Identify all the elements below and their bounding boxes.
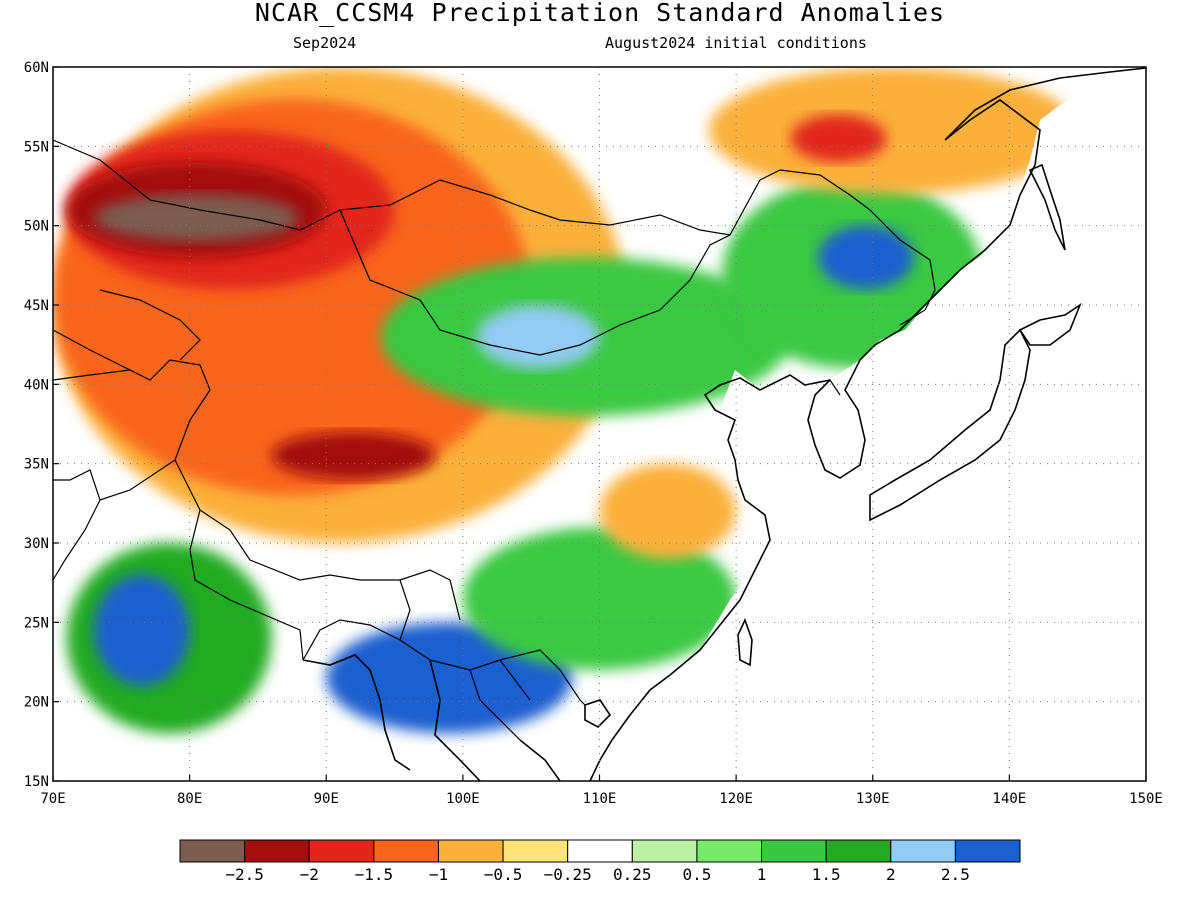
longitude-ticks: 70E 80E 90E 100E 110E 120E 130E 140E 150E bbox=[40, 775, 1163, 807]
colorbar-label: −0.25 bbox=[544, 865, 592, 884]
ocean-mask bbox=[590, 67, 1146, 781]
colorbar-swatch bbox=[437, 839, 504, 863]
colorbar-label: 1.5 bbox=[812, 865, 841, 884]
lat-lon-grid bbox=[53, 67, 1146, 781]
colorbar-swatch bbox=[373, 839, 439, 863]
korea-border bbox=[814, 379, 841, 396]
lat-tick-label: 60N bbox=[24, 60, 49, 76]
lat-tick-label: 35N bbox=[24, 457, 49, 473]
indochina-coast bbox=[429, 659, 561, 781]
china-coast bbox=[589, 374, 831, 781]
indochina-borders bbox=[429, 649, 586, 741]
colorbar-swatch bbox=[308, 839, 375, 863]
anomaly-siberia-dry bbox=[708, 67, 1078, 194]
lat-tick-label: 25N bbox=[24, 615, 49, 631]
colorbar-swatch bbox=[631, 839, 698, 863]
colorbar-label: 2.5 bbox=[941, 865, 970, 884]
colorbar-swatch bbox=[890, 839, 956, 863]
colorbar-label: −2.5 bbox=[225, 865, 264, 884]
latitude-ticks: 15N 20N 25N 30N 35N 40N 45N 50N 55N 60N bbox=[24, 60, 59, 790]
lon-tick-label: 80E bbox=[177, 791, 202, 807]
russia-coast bbox=[874, 67, 1146, 346]
lon-tick-label: 130E bbox=[856, 791, 890, 807]
lon-tick-label: 110E bbox=[583, 791, 617, 807]
anomaly-india-very-wet bbox=[93, 574, 190, 686]
anomaly-kazakhstan-core bbox=[93, 193, 299, 242]
anomaly-tibet-dry bbox=[271, 431, 436, 480]
map-title: NCAR_CCSM4 Precipitation Standard Anomal… bbox=[254, 0, 946, 27]
initial-conditions: August2024 initial conditions bbox=[605, 34, 867, 52]
japan-hokkaido bbox=[1018, 302, 1082, 346]
anomaly-manchuria-core bbox=[818, 225, 914, 290]
lon-tick-label: 120E bbox=[719, 791, 753, 807]
colorbar-label: 1 bbox=[757, 865, 767, 884]
country-borders bbox=[53, 139, 936, 741]
colorbar-label: 0.25 bbox=[613, 865, 652, 884]
lat-tick-label: 15N bbox=[24, 774, 49, 790]
coastlines bbox=[302, 67, 1146, 781]
taiwan bbox=[737, 617, 753, 667]
lat-tick-label: 55N bbox=[24, 139, 49, 155]
colorbar-label: 2 bbox=[886, 865, 896, 884]
lat-tick-label: 50N bbox=[24, 219, 49, 235]
russia-border bbox=[53, 139, 936, 326]
colorbar-label: 0.5 bbox=[682, 865, 711, 884]
forecast-month: Sep2024 bbox=[293, 34, 357, 52]
india-border bbox=[53, 499, 304, 661]
colorbar-swatch bbox=[244, 839, 310, 863]
colorbar-label: −1.5 bbox=[355, 865, 394, 884]
lon-tick-label: 140E bbox=[993, 791, 1027, 807]
colorbar-swatch bbox=[825, 839, 892, 863]
colorbar-swatch bbox=[502, 839, 569, 863]
colorbar: −2.5 −2 −1.5 −1 −0.5 −0.25 0.25 0.5 1 1.5 2 2.5 bbox=[179, 839, 1021, 884]
lat-tick-label: 40N bbox=[24, 377, 49, 393]
central-asia-borders bbox=[53, 289, 211, 501]
lon-tick-label: 100E bbox=[446, 791, 480, 807]
colorbar-swatch bbox=[696, 839, 763, 863]
sakhalin bbox=[1028, 163, 1066, 251]
anomaly-east-china-dry bbox=[599, 463, 737, 559]
colorbar-swatch bbox=[954, 839, 1021, 863]
colorbar-label: −1 bbox=[429, 865, 448, 884]
lat-tick-label: 20N bbox=[24, 695, 49, 711]
japan-land bbox=[870, 330, 1030, 520]
mongolia-border bbox=[339, 209, 731, 356]
pacific-ocean bbox=[590, 67, 1146, 781]
lon-tick-label: 150E bbox=[1129, 791, 1163, 807]
lat-tick-label: 30N bbox=[24, 536, 49, 552]
plot-area bbox=[52, 66, 1147, 782]
korea-coast bbox=[807, 344, 876, 479]
himalaya-border bbox=[174, 459, 461, 621]
anomaly-mongolia-core bbox=[476, 305, 600, 369]
colorbar-swatch bbox=[179, 839, 246, 863]
anomaly-south-china-wet bbox=[462, 527, 737, 670]
bay-of-bengal-coast bbox=[302, 654, 411, 771]
lon-tick-label: 90E bbox=[314, 791, 339, 807]
hainan bbox=[584, 699, 612, 728]
colorbar-label: −2 bbox=[300, 865, 319, 884]
anomaly-okhotsk-dry bbox=[790, 114, 887, 163]
lon-tick-label: 70E bbox=[40, 791, 65, 807]
lat-tick-label: 45N bbox=[24, 298, 49, 314]
colorbar-swatch bbox=[761, 839, 827, 863]
anomaly-fields bbox=[53, 67, 1078, 734]
colorbar-swatch bbox=[567, 839, 633, 863]
colorbar-label: −0.5 bbox=[484, 865, 523, 884]
